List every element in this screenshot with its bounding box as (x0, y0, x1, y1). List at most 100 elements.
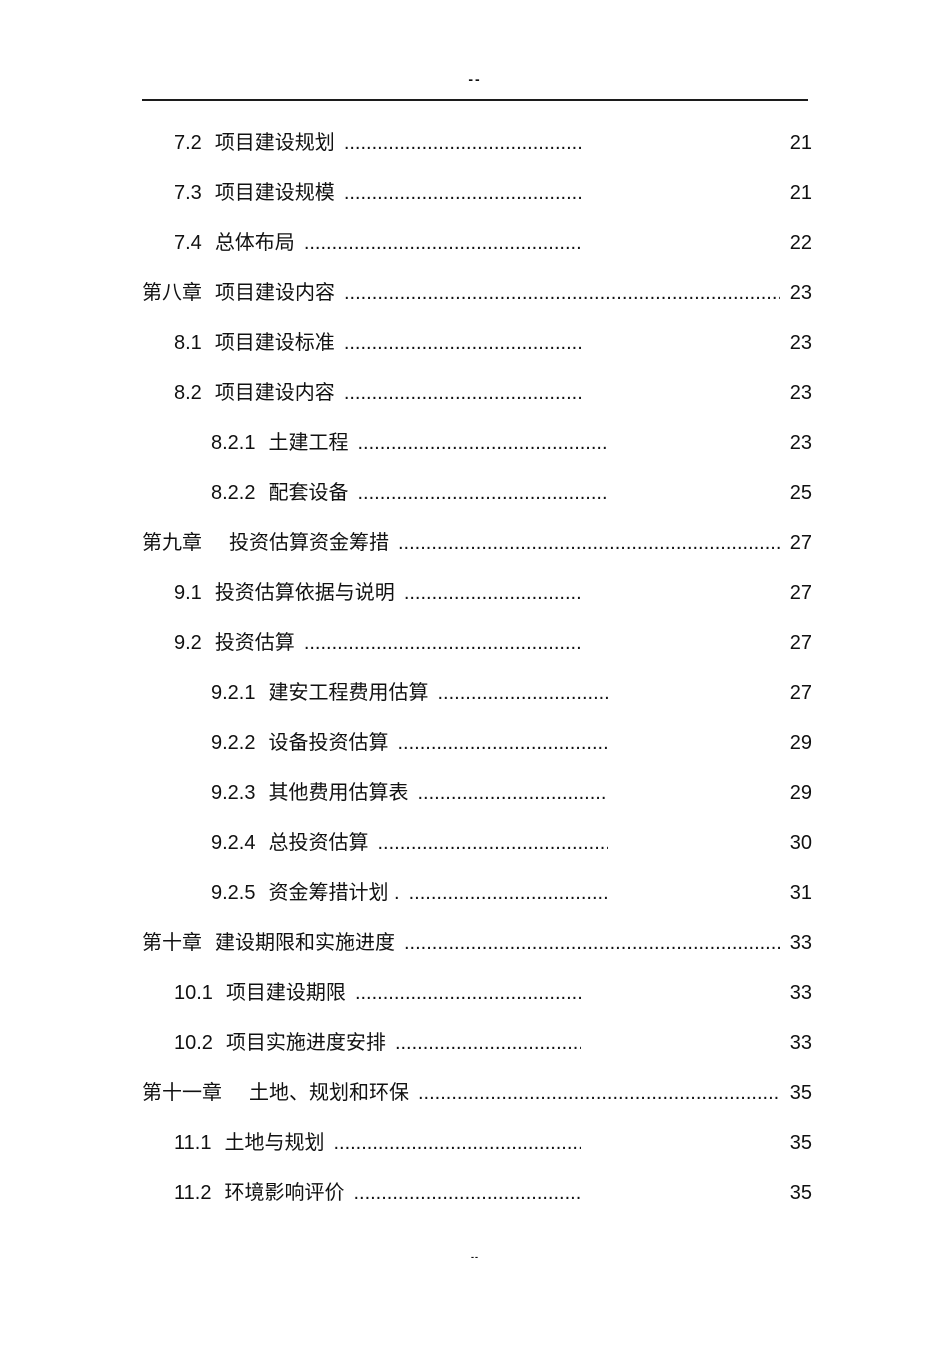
toc-entry-title: 投资估算依据与说明 (214, 582, 395, 604)
toc-entry[interactable]: 9.2.3 其他费用估算表 ..........................… (0, 768, 950, 818)
toc-entry[interactable]: 第九章 投资估算资金筹措 ...........................… (0, 518, 950, 568)
toc-entry-title: 土地与规划 (224, 1132, 325, 1154)
toc-entry[interactable]: 9.1 投资估算依据与说明 ..........................… (0, 568, 950, 618)
toc-entry-title: 资金筹措计划 . (268, 882, 400, 904)
toc-entry-number: 9.2.4 (211, 832, 256, 854)
toc-entry-title: 投资估算 (214, 632, 295, 654)
toc-entry-title: 配套设备 (268, 482, 349, 504)
toc-entry[interactable]: 8.1 项目建设标准 .............................… (0, 318, 950, 368)
toc-page-number: 27 (789, 582, 812, 604)
toc-entry-title: 项目实施进度安排 (225, 1032, 386, 1054)
toc-page-number: 29 (789, 732, 812, 754)
toc-dot-leader: ........................................… (357, 482, 608, 504)
table-of-contents: 7.2 项目建设规划 .............................… (0, 118, 950, 1218)
toc-dot-leader: ........................................… (357, 432, 608, 454)
toc-entry-number: 第十章 (142, 932, 202, 954)
toc-entry-number: 8.2.2 (211, 482, 256, 504)
toc-entry-title: 投资估算资金筹措 (229, 532, 389, 554)
header-rule (142, 99, 808, 101)
toc-entry-title: 项目建设内容 (214, 382, 335, 404)
toc-dot-leader: ........................................… (403, 582, 581, 604)
toc-page-number: 35 (789, 1132, 812, 1154)
toc-entry-number: 8.2 (174, 382, 202, 404)
page-header-mark: -- (468, 71, 482, 87)
toc-page-number: 27 (789, 632, 812, 654)
toc-page-number: 29 (789, 782, 812, 804)
toc-entry-number: 第九章 (142, 532, 202, 554)
toc-dot-leader: ........................................… (303, 632, 581, 654)
toc-entry-number: 8.1 (174, 332, 202, 354)
toc-entry-number: 9.2 (174, 632, 202, 654)
toc-entry-title: 项目建设期限 (225, 982, 346, 1004)
toc-dot-leader: ........................................… (333, 1132, 581, 1154)
toc-dot-leader: ........................................… (377, 832, 608, 854)
toc-dot-leader: ........................................… (343, 332, 581, 354)
toc-page-number: 33 (789, 932, 812, 954)
toc-entry[interactable]: 8.2 项目建设内容 .............................… (0, 368, 950, 418)
toc-page-number: 23 (789, 332, 812, 354)
toc-entry[interactable]: 9.2 投资估算 ...............................… (0, 618, 950, 668)
toc-entry-title: 其他费用估算表 (268, 782, 409, 804)
toc-entry[interactable]: 7.2 项目建设规划 .............................… (0, 118, 950, 168)
toc-page-number: 33 (789, 982, 812, 1004)
toc-entry-number: 9.1 (174, 582, 202, 604)
toc-entry[interactable]: 9.2.1 建安工程费用估算 .........................… (0, 668, 950, 718)
toc-entry[interactable]: 11.2 环境影响评价 ............................… (0, 1168, 950, 1218)
toc-dot-leader: ........................................… (344, 282, 780, 304)
toc-entry-title: 项目建设规模 (214, 182, 335, 204)
toc-entry-number: 7.2 (174, 132, 202, 154)
toc-entry-number: 10.2 (174, 1032, 213, 1054)
toc-entry-title: 项目建设内容 (215, 282, 335, 304)
toc-dot-leader: ........................................… (408, 882, 608, 904)
toc-page-number: 23 (789, 282, 812, 304)
toc-entry[interactable]: 第八章 项目建设内容 .............................… (0, 268, 950, 318)
toc-entry-number: 7.3 (174, 182, 202, 204)
toc-page-number: 23 (789, 382, 812, 404)
toc-entry[interactable]: 第十章 建设期限和实施进度 ..........................… (0, 918, 950, 968)
toc-page-number: 25 (789, 482, 812, 504)
toc-dot-leader: ........................................… (398, 532, 780, 554)
toc-dot-leader: ........................................… (343, 182, 581, 204)
toc-entry-title: 建安工程费用估算 (268, 682, 429, 704)
toc-entry-number: 11.2 (174, 1182, 212, 1204)
toc-page-number: 30 (789, 832, 812, 854)
toc-page-number: 33 (789, 1032, 812, 1054)
toc-entry[interactable]: 7.4 总体布局 ...............................… (0, 218, 950, 268)
toc-page-number: 35 (789, 1082, 812, 1104)
toc-entry-title: 项目建设规划 (214, 132, 335, 154)
toc-entry-number: 10.1 (174, 982, 213, 1004)
toc-dot-leader: ........................................… (394, 1032, 581, 1054)
toc-page-number: 23 (789, 432, 812, 454)
toc-page-number: 21 (789, 132, 812, 154)
toc-entry[interactable]: 第十一章 土地、规划和环保 ..........................… (0, 1068, 950, 1118)
toc-dot-leader: ........................................… (343, 382, 581, 404)
toc-entry[interactable]: 9.2.4 总投资估算 ............................… (0, 818, 950, 868)
toc-dot-leader: ........................................… (418, 1082, 780, 1104)
toc-entry-number: 第十一章 (142, 1082, 222, 1104)
toc-entry-number: 11.1 (174, 1132, 212, 1154)
toc-dot-leader: ........................................… (404, 932, 780, 954)
toc-entry[interactable]: 10.1 项目建设期限 ............................… (0, 968, 950, 1018)
toc-entry-title: 土地、规划和环保 (249, 1082, 409, 1104)
toc-entry[interactable]: 7.3 项目建设规模 .............................… (0, 168, 950, 218)
toc-entry-title: 总投资估算 (268, 832, 369, 854)
toc-entry-title: 建设期限和实施进度 (215, 932, 395, 954)
toc-entry[interactable]: 8.2.2 配套设备 .............................… (0, 468, 950, 518)
toc-entry-number: 第八章 (142, 282, 202, 304)
toc-page-number: 27 (789, 532, 812, 554)
toc-entry[interactable]: 8.2.1 土建工程 .............................… (0, 418, 950, 468)
toc-entry-title: 设备投资估算 (268, 732, 389, 754)
toc-entry-title: 土建工程 (268, 432, 349, 454)
toc-entry[interactable]: 9.2.5 资金筹措计划 . .........................… (0, 868, 950, 918)
toc-dot-leader: ........................................… (417, 782, 608, 804)
toc-page-number: 35 (789, 1182, 812, 1204)
toc-entry[interactable]: 10.2 项目实施进度安排 ..........................… (0, 1018, 950, 1068)
toc-entry-title: 总体布局 (214, 232, 295, 254)
toc-entry[interactable]: 9.2.2 设备投资估算 ...........................… (0, 718, 950, 768)
toc-page-number: 21 (789, 182, 812, 204)
toc-entry-title: 项目建设标准 (214, 332, 335, 354)
toc-dot-leader: ........................................… (303, 232, 581, 254)
toc-dot-leader: ........................................… (343, 132, 581, 154)
toc-entry[interactable]: 11.1 土地与规划 .............................… (0, 1118, 950, 1168)
toc-page-number: 27 (789, 682, 812, 704)
